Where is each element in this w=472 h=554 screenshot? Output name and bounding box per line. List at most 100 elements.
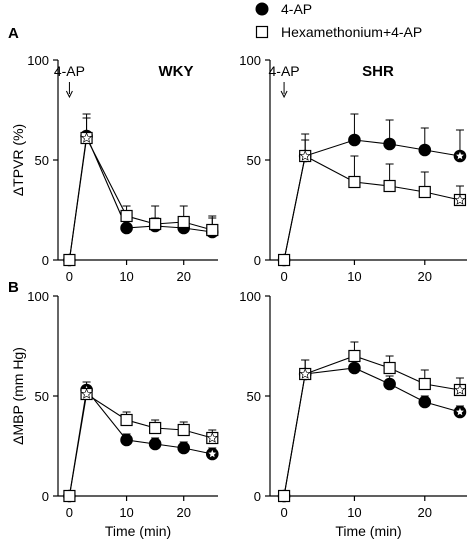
legend-entry-1: 4-AP (255, 1, 312, 17)
data-point-open-square (348, 349, 361, 363)
data-point-open-square (149, 421, 162, 435)
data-point-open-square (120, 209, 133, 223)
x-tick-label: 20 (418, 269, 432, 284)
x-tick-label: 10 (347, 505, 361, 520)
x-axis-title: Time (min) (335, 523, 401, 539)
legend-label: 4-AP (281, 1, 312, 17)
y-tick-label: 100 (239, 289, 261, 304)
y-tick-label: 50 (247, 389, 261, 404)
y-tick-label: 50 (35, 389, 49, 404)
x-tick-label: 20 (176, 505, 190, 520)
series-open (68, 117, 217, 261)
legend: 4-AP Hexamethonium+4-AP (255, 1, 422, 40)
series-line (68, 388, 213, 497)
panel-letter: A (8, 25, 19, 42)
data-point-open-square (206, 223, 219, 237)
data-point-open-square (418, 185, 431, 199)
annotation-arrow-head (65, 90, 73, 99)
data-point-open-square (177, 215, 190, 229)
y-tick-label: 50 (247, 153, 261, 168)
panel-2: 0 50 100 0 10 20 SHR 4-AP (239, 53, 467, 284)
markers-open (277, 349, 467, 503)
data-point-filled-circle (177, 441, 191, 455)
significance-asterisk-icon (299, 150, 311, 161)
y-tick-label: 50 (35, 153, 49, 168)
markers-open (277, 149, 467, 267)
y-tick-label: 0 (42, 253, 49, 268)
significance-asterisk-icon (454, 406, 466, 417)
series-line (68, 136, 213, 261)
data-point-open-square (63, 253, 76, 267)
data-point-open-square (418, 377, 431, 391)
group-title: SHR (362, 63, 394, 80)
data-point-filled-circle (383, 377, 396, 391)
legend-open-square-marker (255, 25, 269, 39)
annotation-arrow-head (280, 90, 288, 99)
data-point-filled-circle (418, 395, 432, 409)
series-line (68, 133, 213, 261)
y-tick-label: 0 (254, 489, 261, 504)
significance-asterisk-icon (206, 448, 218, 459)
panel-letter: B (8, 279, 19, 296)
x-tick-label: 0 (280, 269, 287, 284)
x-tick-label: 20 (176, 269, 190, 284)
markers-filled (63, 129, 219, 267)
data-point-open-square (177, 423, 190, 437)
significance-asterisk-icon (454, 150, 466, 161)
y-tick-label: 0 (42, 489, 49, 504)
significance-asterisk-icon (206, 432, 218, 443)
data-point-open-square (383, 361, 396, 375)
panel-1: 0 50 100 0 10 20 ΔTPVR (%) A WKY 4-AP (8, 25, 219, 284)
x-tick-label: 10 (347, 269, 361, 284)
data-point-filled-circle (120, 433, 133, 447)
data-point-filled-circle (120, 221, 133, 235)
y-tick-label: 100 (27, 289, 49, 304)
x-tick-label: 0 (280, 505, 287, 520)
data-point-open-square (277, 489, 291, 503)
significance-asterisk-icon (454, 194, 466, 205)
x-tick-label: 20 (418, 505, 432, 520)
data-point-open-square (149, 217, 162, 231)
markers-open (63, 131, 219, 267)
significance-asterisk-icon (80, 388, 93, 399)
y-axis-title: ΔMBP (mm Hg) (10, 347, 26, 445)
series-open (283, 341, 464, 497)
significance-asterisk-icon (80, 132, 93, 143)
data-point-open-square (120, 413, 133, 427)
panel-4: 0 50 100 0 10 20 Time (min) (239, 289, 467, 539)
annotation-label: 4-AP (54, 63, 85, 79)
data-point-filled-circle (383, 137, 396, 151)
series-line (283, 367, 461, 497)
y-tick-label: 100 (239, 53, 261, 68)
x-tick-label: 0 (66, 269, 73, 284)
markers-open (63, 387, 219, 503)
series-filled (283, 113, 464, 261)
data-point-open-square (63, 489, 76, 503)
markers-filled (63, 383, 219, 503)
markers-filled (277, 361, 467, 503)
data-point-open-square (277, 253, 291, 267)
data-point-open-square (348, 175, 361, 189)
series-line (283, 155, 461, 261)
legend-filled-circle-marker (255, 2, 269, 16)
group-title: WKY (159, 63, 194, 80)
legend-entry-2: Hexamethonium+4-AP (255, 24, 422, 40)
data-point-filled-circle (418, 143, 432, 157)
significance-asterisk-icon (454, 384, 466, 395)
annotation-label: 4-AP (269, 63, 300, 79)
x-tick-label: 10 (119, 505, 133, 520)
significance-asterisk-icon (299, 368, 311, 379)
x-axis-title: Time (min) (105, 523, 171, 539)
y-tick-label: 100 (27, 53, 49, 68)
panel-3: 0 50 100 0 10 20 ΔMBP (mm Hg) Time (min) B (8, 279, 219, 539)
y-axis-title: ΔTPVR (%) (10, 124, 26, 196)
data-point-filled-circle (148, 437, 162, 451)
y-tick-label: 0 (254, 253, 261, 268)
x-tick-label: 0 (66, 505, 73, 520)
data-point-filled-circle (348, 133, 361, 147)
series-line (68, 393, 213, 497)
series-open (68, 385, 217, 497)
data-point-filled-circle (348, 361, 361, 375)
